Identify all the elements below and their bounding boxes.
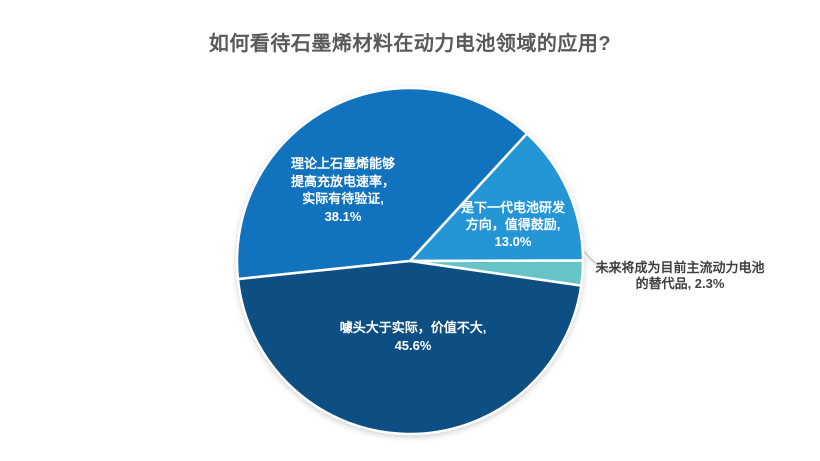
- pie-slices-group: [235, 86, 585, 436]
- slice-label-next-gen: 是下一代电池研发 方向，值得鼓励, 13.0%: [423, 199, 603, 250]
- pie-slice-0: [235, 86, 529, 281]
- slice-label-pct: 45.6%: [394, 338, 432, 353]
- pie-slice-3: [236, 259, 583, 436]
- slice-label-line: 方向，值得鼓励,: [465, 217, 561, 232]
- slice-label-pct: 13.0%: [494, 234, 532, 249]
- pie-slice-1: [408, 132, 585, 263]
- slice-label-line: 理论上石墨烯能够: [290, 156, 395, 171]
- chart-title: 如何看待石墨烯材料在动力电池领域的应用?: [208, 33, 612, 55]
- leader-line: [584, 251, 615, 273]
- slice-label-pct: 的替代品, 2.3%: [635, 276, 725, 291]
- slice-label-theory: 理论上石墨烯能够 提高充放电速率， 实际有待验证, 38.1%: [253, 155, 433, 225]
- slice-label-line: 未来将成为目前主流动力电池: [595, 260, 765, 275]
- slice-label-line: 噱头大于实际，价值不大,: [339, 320, 487, 335]
- slice-label-line: 是下一代电池研发: [460, 200, 565, 215]
- slice-label-pct: 38.1%: [324, 208, 362, 224]
- slice-label-replacement: 未来将成为目前主流动力电池 的替代品, 2.3%: [578, 260, 782, 292]
- slice-label-line: 实际有待验证,: [302, 191, 384, 206]
- slice-label-line: 提高充放电速率，: [290, 173, 395, 189]
- slice-label-hype: 噱头大于实际，价值不大, 45.6%: [323, 319, 503, 355]
